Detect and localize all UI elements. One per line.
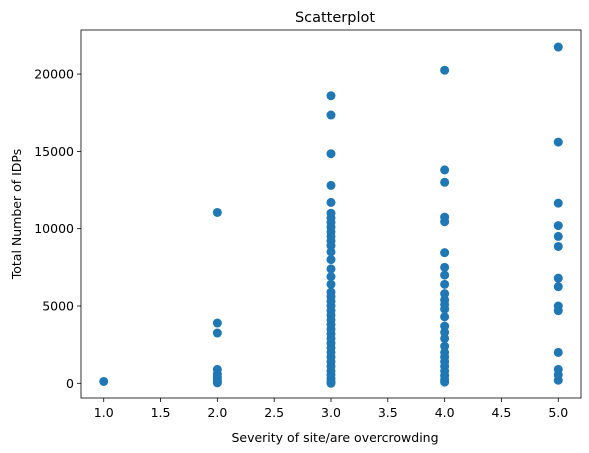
- data-point-0: [99, 376, 109, 386]
- chart-title: Scatterplot: [295, 10, 375, 26]
- x-tick-label-2: 2.0: [207, 405, 227, 420]
- y-tick-label-0: 0: [66, 376, 74, 391]
- data-point-51: [440, 165, 450, 175]
- plot-area-frame: [80, 29, 582, 399]
- data-point-13: [326, 180, 336, 190]
- data-point-24: [326, 255, 336, 265]
- x-axis-ticks: 1.0 1.5 2.0 2.5 3.0 3.5 4.0 4.5 5.0: [94, 398, 568, 420]
- data-point-81: [553, 241, 563, 251]
- data-point-14: [326, 197, 336, 207]
- data-point-2: [212, 318, 222, 328]
- data-point-76: [553, 42, 563, 52]
- data-point-55: [440, 248, 450, 258]
- y-tick-label-4: 20000: [34, 67, 74, 82]
- data-point-66: [440, 333, 450, 343]
- data-point-78: [553, 198, 563, 208]
- x-tick-label-7: 4.5: [492, 405, 512, 420]
- data-point-9: [212, 378, 222, 388]
- data-point-1: [212, 207, 222, 217]
- data-point-54: [440, 217, 450, 227]
- y-axis-ticks: 0 5000 10000 15000 20000: [34, 67, 81, 391]
- x-tick-label-1: 1.5: [151, 405, 171, 420]
- data-point-63: [440, 312, 450, 322]
- x-tick-label-3: 2.5: [264, 405, 284, 420]
- x-tick-label-8: 5.0: [548, 405, 568, 420]
- data-point-23: [326, 247, 336, 257]
- data-point-58: [440, 279, 450, 289]
- data-point-25: [326, 264, 336, 274]
- data-point-83: [553, 282, 563, 292]
- data-point-57: [440, 270, 450, 280]
- data-point-26: [326, 272, 336, 282]
- data-point-62: [440, 304, 450, 314]
- data-point-11: [326, 110, 336, 120]
- x-tick-label-0: 1.0: [94, 405, 114, 420]
- data-point-86: [553, 347, 563, 357]
- data-point-59: [440, 289, 450, 299]
- data-point-27: [326, 279, 336, 289]
- data-point-50: [440, 65, 450, 75]
- data-point-85: [553, 306, 563, 316]
- data-point-80: [553, 231, 563, 241]
- data-point-67: [440, 341, 450, 351]
- x-tick-label-4: 3.0: [321, 405, 341, 420]
- data-point-77: [553, 137, 563, 147]
- x-tick-label-6: 4.0: [435, 405, 455, 420]
- data-point-52: [440, 177, 450, 187]
- x-tick-label-5: 3.5: [378, 405, 398, 420]
- y-tick-label-2: 10000: [34, 221, 74, 236]
- y-axis-label: Total Number of IDPs: [9, 149, 24, 281]
- data-point-3: [212, 328, 222, 338]
- data-point-65: [440, 327, 450, 337]
- data-point-89: [553, 375, 563, 385]
- data-point-12: [326, 149, 336, 159]
- data-point-75: [440, 377, 450, 387]
- data-point-64: [440, 321, 450, 331]
- x-axis-label: Severity of site/are overcrowding: [231, 430, 438, 445]
- data-point-82: [553, 273, 563, 283]
- y-tick-label-1: 5000: [42, 299, 74, 314]
- data-point-49: [326, 378, 336, 388]
- data-point-56: [440, 262, 450, 272]
- data-point-10: [326, 91, 336, 101]
- y-tick-label-3: 15000: [34, 144, 74, 159]
- data-point-79: [553, 221, 563, 231]
- data-point-22: [326, 241, 336, 251]
- data-points: [99, 42, 563, 388]
